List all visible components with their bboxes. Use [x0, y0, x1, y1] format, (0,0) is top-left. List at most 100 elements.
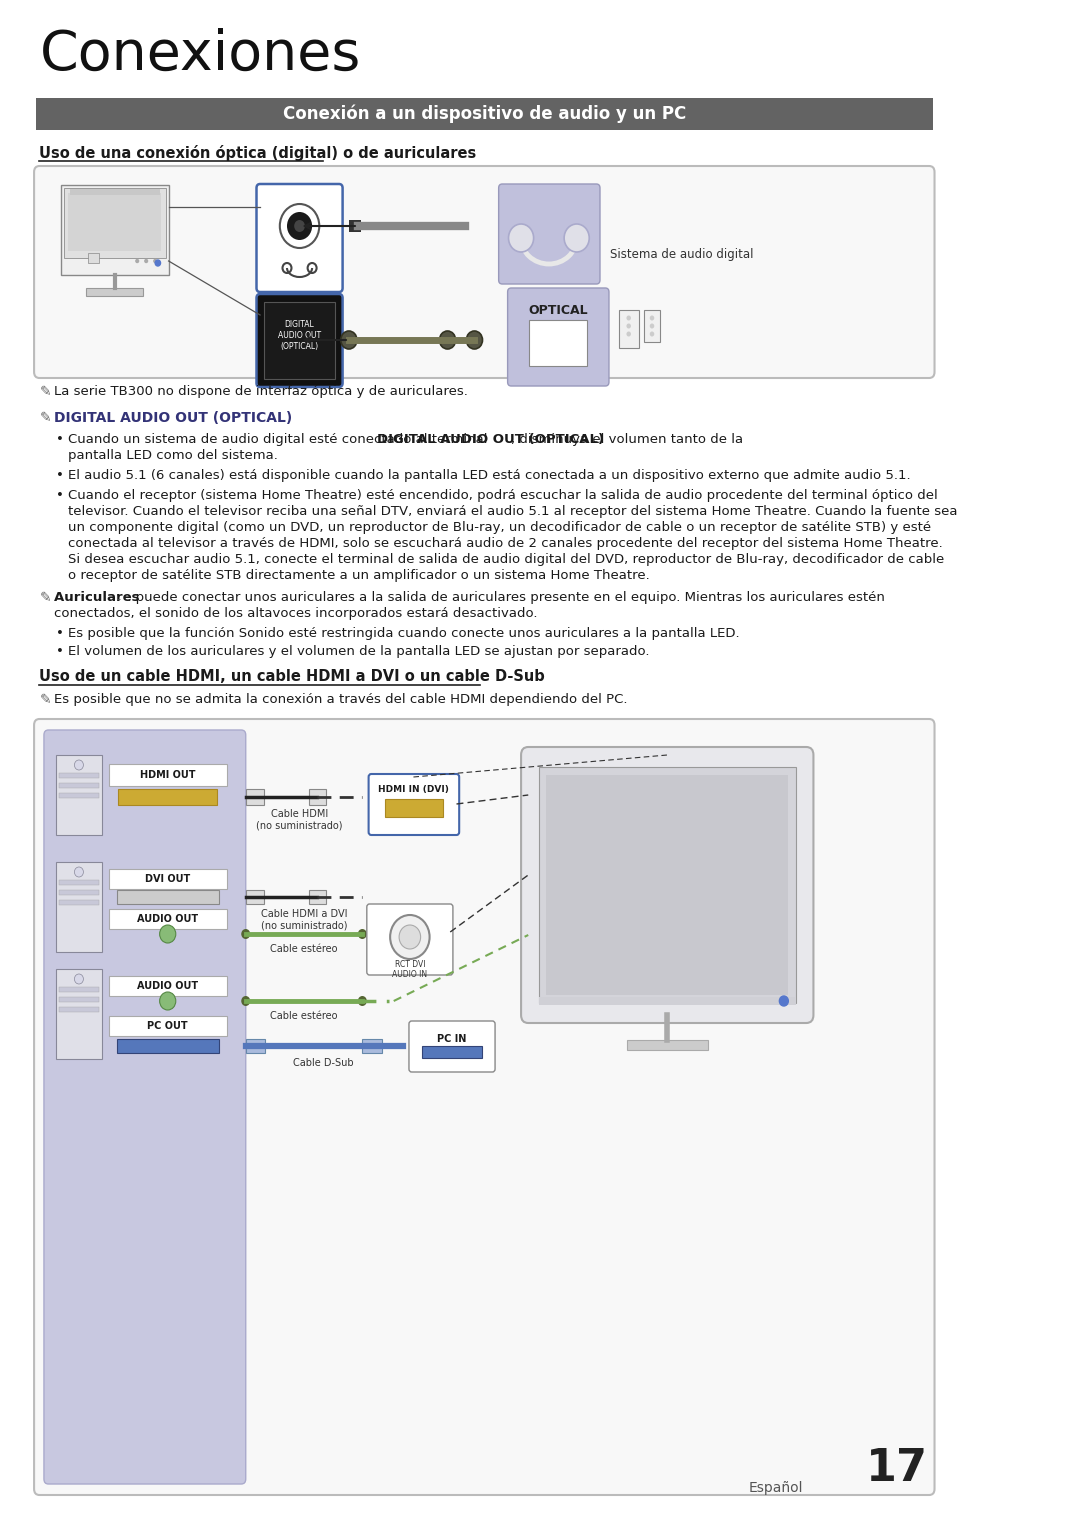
Circle shape: [650, 331, 654, 337]
FancyBboxPatch shape: [55, 755, 103, 835]
FancyBboxPatch shape: [619, 310, 638, 348]
Circle shape: [136, 260, 138, 263]
FancyBboxPatch shape: [59, 773, 98, 778]
FancyBboxPatch shape: [644, 310, 660, 342]
FancyBboxPatch shape: [626, 1041, 707, 1050]
Text: ✎: ✎: [40, 693, 51, 706]
Text: •: •: [55, 489, 64, 501]
Text: Español: Español: [750, 1481, 804, 1495]
Circle shape: [626, 331, 631, 337]
FancyBboxPatch shape: [60, 185, 168, 275]
FancyBboxPatch shape: [409, 1021, 495, 1072]
Text: •: •: [55, 433, 64, 447]
Text: Auriculares: Auriculares: [54, 591, 144, 605]
FancyBboxPatch shape: [246, 788, 264, 805]
FancyBboxPatch shape: [264, 302, 336, 380]
FancyBboxPatch shape: [59, 1007, 98, 1012]
Text: 17: 17: [866, 1448, 928, 1490]
FancyBboxPatch shape: [108, 764, 227, 785]
FancyBboxPatch shape: [108, 977, 227, 996]
FancyBboxPatch shape: [36, 99, 933, 131]
Text: Uso de una conexión óptica (digital) o de auriculares: Uso de una conexión óptica (digital) o d…: [40, 144, 476, 161]
FancyBboxPatch shape: [35, 718, 934, 1495]
Circle shape: [75, 867, 83, 876]
FancyBboxPatch shape: [246, 890, 264, 904]
Circle shape: [390, 914, 430, 958]
Text: Cable estéreo: Cable estéreo: [270, 943, 338, 954]
Circle shape: [160, 925, 176, 943]
FancyBboxPatch shape: [119, 788, 217, 805]
FancyBboxPatch shape: [64, 188, 166, 258]
Circle shape: [160, 992, 176, 1010]
FancyBboxPatch shape: [55, 969, 103, 1059]
Text: El audio 5.1 (6 canales) está disponible cuando la pantalla LED está conectada a: El audio 5.1 (6 canales) está disponible…: [68, 469, 910, 482]
Text: AUDIO OUT: AUDIO OUT: [137, 981, 199, 990]
Text: PC OUT: PC OUT: [147, 1021, 188, 1031]
Text: Si desea escuchar audio 5.1, conecte el terminal de salida de audio digital del : Si desea escuchar audio 5.1, conecte el …: [68, 553, 944, 567]
Text: HDMI OUT: HDMI OUT: [140, 770, 195, 779]
Text: : puede conectar unos auriculares a la salida de auriculares presente en el equi: : puede conectar unos auriculares a la s…: [127, 591, 886, 605]
Circle shape: [241, 996, 251, 1006]
Circle shape: [400, 925, 420, 949]
FancyBboxPatch shape: [499, 184, 600, 284]
Text: Conexión a un dispositivo de audio y un PC: Conexión a un dispositivo de audio y un …: [283, 105, 686, 123]
FancyBboxPatch shape: [59, 793, 98, 797]
FancyBboxPatch shape: [521, 747, 813, 1022]
FancyBboxPatch shape: [309, 890, 326, 904]
FancyBboxPatch shape: [59, 987, 98, 992]
Circle shape: [626, 316, 631, 321]
FancyBboxPatch shape: [108, 1016, 227, 1036]
Circle shape: [357, 930, 367, 939]
FancyBboxPatch shape: [59, 890, 98, 895]
FancyBboxPatch shape: [55, 861, 103, 952]
Text: conectados, el sonido de los altavoces incorporados estará desactivado.: conectados, el sonido de los altavoces i…: [54, 608, 538, 620]
Circle shape: [650, 316, 654, 321]
Text: DIGITAL AUDIO OUT (OPTICAL): DIGITAL AUDIO OUT (OPTICAL): [54, 412, 292, 425]
FancyBboxPatch shape: [362, 1039, 382, 1053]
Text: ✎: ✎: [40, 591, 51, 605]
Text: Uso de un cable HDMI, un cable HDMI a DVI o un cable D-Sub: Uso de un cable HDMI, un cable HDMI a DV…: [40, 668, 545, 684]
Text: DVI OUT: DVI OUT: [145, 873, 190, 884]
Text: AUDIO OUT: AUDIO OUT: [137, 914, 199, 924]
Circle shape: [75, 974, 83, 984]
FancyBboxPatch shape: [508, 289, 609, 386]
Circle shape: [156, 260, 161, 266]
Text: Es posible que no se admita la conexión a través del cable HDMI dependiendo del : Es posible que no se admita la conexión …: [54, 693, 627, 706]
Circle shape: [341, 331, 357, 349]
Text: Cable estéreo: Cable estéreo: [270, 1012, 338, 1021]
Circle shape: [780, 996, 788, 1006]
FancyBboxPatch shape: [68, 193, 161, 251]
Text: •: •: [55, 469, 64, 482]
Circle shape: [440, 331, 456, 349]
FancyBboxPatch shape: [367, 904, 453, 975]
Text: ✎: ✎: [40, 412, 51, 425]
FancyBboxPatch shape: [246, 1039, 266, 1053]
FancyBboxPatch shape: [117, 1039, 219, 1053]
FancyBboxPatch shape: [108, 908, 227, 930]
FancyBboxPatch shape: [117, 890, 219, 904]
FancyBboxPatch shape: [59, 880, 98, 886]
FancyBboxPatch shape: [384, 799, 443, 817]
Text: ✎: ✎: [40, 384, 51, 399]
Text: •: •: [55, 646, 64, 658]
Circle shape: [467, 331, 483, 349]
FancyBboxPatch shape: [256, 184, 342, 292]
Circle shape: [153, 260, 157, 263]
Text: Es posible que la función Sonido esté restringida cuando conecte unos auriculare: Es posible que la función Sonido esté re…: [68, 627, 740, 639]
Text: DIGITAL AUDIO OUT (OPTICAL): DIGITAL AUDIO OUT (OPTICAL): [377, 433, 604, 447]
Circle shape: [650, 324, 654, 328]
FancyBboxPatch shape: [44, 731, 246, 1484]
Text: HDMI IN (DVI): HDMI IN (DVI): [378, 785, 449, 794]
Text: •: •: [55, 627, 64, 639]
FancyBboxPatch shape: [35, 166, 934, 378]
FancyBboxPatch shape: [368, 775, 459, 835]
FancyBboxPatch shape: [546, 775, 788, 995]
Text: conectada al televisor a través de HDMI, solo se escuchará audio de 2 canales pr: conectada al televisor a través de HDMI,…: [68, 538, 943, 550]
Circle shape: [357, 996, 367, 1006]
Text: un componente digital (como un DVD, un reproductor de Blu-ray, un decodificador : un componente digital (como un DVD, un r…: [68, 521, 931, 535]
Text: Cuando el receptor (sistema Home Theatre) esté encendido, podrá escuchar la sali: Cuando el receptor (sistema Home Theatre…: [68, 489, 937, 501]
FancyBboxPatch shape: [108, 869, 227, 889]
FancyBboxPatch shape: [59, 782, 98, 788]
FancyBboxPatch shape: [539, 996, 796, 1006]
FancyBboxPatch shape: [59, 899, 98, 905]
